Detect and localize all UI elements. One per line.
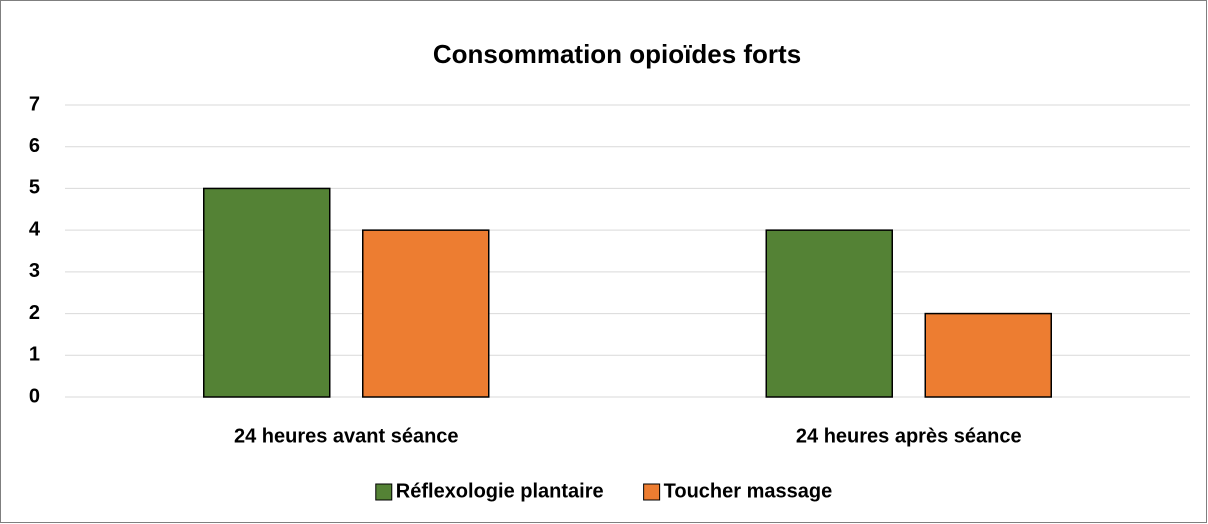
y-tick-label: 1 bbox=[29, 344, 40, 366]
y-tick-label: 3 bbox=[29, 260, 40, 282]
bar bbox=[924, 312, 1052, 398]
x-tick-label: 24 heures avant séance bbox=[234, 425, 459, 447]
chart-title: Consommation opioïdes forts bbox=[433, 39, 801, 69]
y-tick-label: 5 bbox=[29, 177, 40, 199]
y-tick-label: 7 bbox=[29, 93, 40, 115]
x-tick-label: 24 heures après séance bbox=[796, 425, 1022, 447]
y-tick-label: 4 bbox=[29, 218, 41, 240]
legend-label: Réflexologie plantaire bbox=[396, 480, 604, 502]
y-tick-label: 0 bbox=[29, 385, 40, 407]
y-tick-label: 6 bbox=[29, 135, 40, 157]
legend-swatch bbox=[375, 483, 393, 501]
y-tick-label: 2 bbox=[29, 302, 40, 324]
bar bbox=[203, 187, 331, 398]
legend-label: Toucher massage bbox=[664, 480, 833, 502]
legend-swatch bbox=[643, 483, 661, 501]
bar bbox=[765, 229, 893, 398]
bar bbox=[362, 229, 490, 398]
